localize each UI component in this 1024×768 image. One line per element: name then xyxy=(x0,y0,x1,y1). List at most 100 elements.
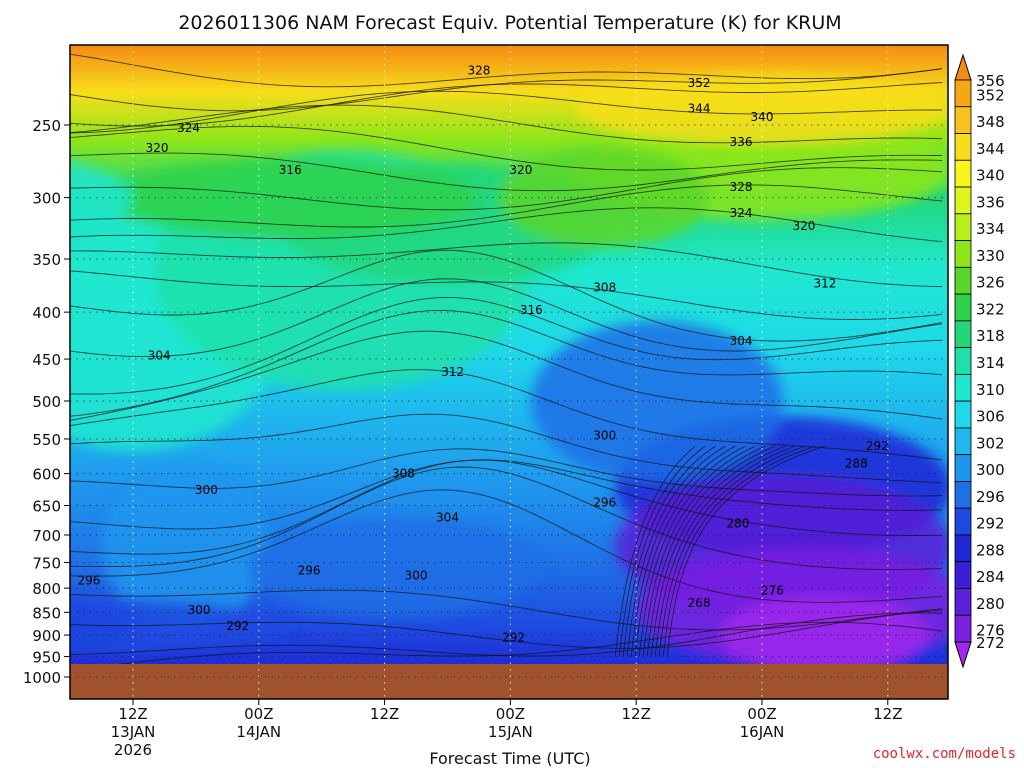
colorbar-swatch xyxy=(954,347,972,375)
contour-line xyxy=(662,445,816,657)
plot-frame xyxy=(69,44,949,700)
x-tick-label: 2026 xyxy=(114,741,152,759)
y-tick-label: 750 xyxy=(32,554,61,572)
contour-line xyxy=(70,309,943,417)
contour-label: 332 xyxy=(21,49,44,63)
contour-label: 308 xyxy=(392,467,415,481)
contour-line xyxy=(70,90,943,134)
colorbar-label: 310 xyxy=(976,381,1005,399)
colorbar-swatch xyxy=(954,427,972,456)
colorbar-swatch xyxy=(954,186,972,215)
contour-line xyxy=(70,278,943,358)
colorbar-swatch xyxy=(954,507,972,536)
contour-line xyxy=(666,445,826,657)
x-tick-label: 12Z xyxy=(873,705,902,723)
colorbar-label: 326 xyxy=(976,274,1005,292)
contour-label: 308 xyxy=(593,281,616,295)
colorbar-label: 344 xyxy=(976,140,1005,158)
colorbar-label: 348 xyxy=(976,113,1005,131)
field-region xyxy=(70,161,133,234)
y-tick-label: 700 xyxy=(32,527,61,545)
contour-line xyxy=(70,459,943,555)
contour-line xyxy=(70,297,943,395)
colorbar-swatch xyxy=(954,373,972,402)
contour-line xyxy=(646,445,776,657)
site-credit: coolwx.com/models xyxy=(873,746,1016,762)
y-tick-label: 650 xyxy=(32,497,61,515)
colorbar-label: 296 xyxy=(976,488,1005,506)
colorbar-label: 292 xyxy=(976,515,1005,533)
colorbar-label: 334 xyxy=(976,220,1005,238)
contour-label: 328 xyxy=(730,180,753,194)
contour-label: 312 xyxy=(813,276,836,290)
y-tick-label: 550 xyxy=(32,431,61,449)
colorbar-label: 288 xyxy=(976,541,1005,559)
colorbar-label: 330 xyxy=(976,247,1005,265)
x-tick-label: 00Z xyxy=(496,705,525,723)
contour-line xyxy=(70,167,943,211)
x-tick-label: 16JAN xyxy=(740,723,785,741)
x-tick-label: 12Z xyxy=(370,705,399,723)
contour-label: 336 xyxy=(730,135,753,149)
contour-line xyxy=(70,207,943,243)
contour-line xyxy=(70,184,943,228)
y-tick-label: 300 xyxy=(32,190,61,208)
y-tick-label: 850 xyxy=(32,604,61,622)
colorbar-swatch xyxy=(954,213,972,241)
colorbar-swatch xyxy=(954,159,972,188)
colorbar-label: 336 xyxy=(976,193,1005,211)
colorbar-label: 300 xyxy=(976,461,1005,479)
field-region xyxy=(248,517,542,618)
colorbar-label: 272 xyxy=(976,634,1005,652)
y-tick-label: 1000 xyxy=(23,669,61,687)
y-tick-label: 400 xyxy=(32,304,61,322)
contour-line xyxy=(70,448,943,497)
contour-label: 292 xyxy=(226,619,249,633)
colorbar-label: 280 xyxy=(976,595,1005,613)
contour-line xyxy=(70,459,943,530)
contour-line xyxy=(70,125,943,171)
colorbar-swatch xyxy=(954,454,972,482)
contour-line xyxy=(638,445,756,657)
contour-line xyxy=(70,68,943,112)
x-tick-label: 14JAN xyxy=(236,723,281,741)
colorbar-swatch xyxy=(954,534,972,563)
colorbar-swatch xyxy=(954,293,972,322)
contour-label: 288 xyxy=(845,457,868,471)
contour-line xyxy=(70,413,943,484)
contour-label: 296 xyxy=(298,563,321,577)
colorbar-swatch xyxy=(954,106,972,134)
contour-label: 304 xyxy=(730,334,753,348)
x-tick-label: 00Z xyxy=(244,705,273,723)
colorbar-swatch xyxy=(954,561,972,589)
contour-label: 352 xyxy=(688,76,711,90)
contour-line xyxy=(658,445,806,657)
x-tick-label: 13JAN xyxy=(111,723,156,741)
contour-line xyxy=(70,466,943,570)
contour-label: 304 xyxy=(436,511,459,525)
chart-title: 2026011306 NAM Forecast Equiv. Potential… xyxy=(178,12,841,34)
y-tick-label: 800 xyxy=(32,580,61,598)
contour-label: 340 xyxy=(751,110,774,124)
contour-label: 300 xyxy=(188,603,211,617)
contour-line xyxy=(70,249,943,342)
contour-line xyxy=(70,369,943,461)
plot-area: 3323283523363443403283243363243203203163… xyxy=(21,44,949,700)
contour-line xyxy=(70,104,943,144)
contour-label: 344 xyxy=(688,102,711,116)
colorbar-swatch xyxy=(954,588,972,616)
contour-label: 320 xyxy=(146,141,169,155)
colorbar-label: 340 xyxy=(976,167,1005,185)
contour-line xyxy=(70,270,943,320)
ground-surface xyxy=(70,664,948,699)
colorbar-label: 306 xyxy=(976,408,1005,426)
colorbar-swatch xyxy=(954,133,972,161)
contour-line xyxy=(642,445,766,657)
contour-label: 276 xyxy=(761,584,784,598)
colorbar-swatch xyxy=(954,240,972,268)
contour-label: 268 xyxy=(688,596,711,610)
contour-line xyxy=(626,445,726,657)
